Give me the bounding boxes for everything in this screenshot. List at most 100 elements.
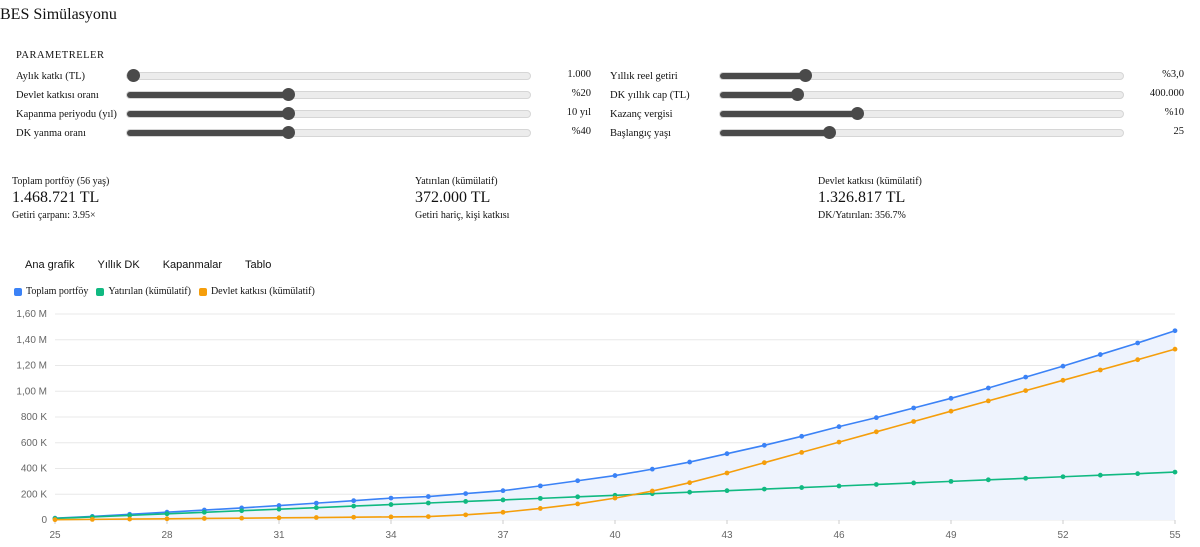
x-tick-label: 34 [385,530,397,541]
param-slider[interactable] [126,107,531,120]
point-state [799,450,805,455]
point-invested [463,499,469,504]
param-label: Başlangıç yaşı [610,127,671,139]
param-slider[interactable] [719,107,1124,120]
slider-fill [720,130,829,136]
point-invested [649,491,655,497]
point-portfolio [724,451,730,457]
point-state [201,516,207,521]
tab-main-chart[interactable]: Ana grafik [25,259,75,271]
series-line-invested [54,471,1176,520]
point-invested [612,492,618,498]
x-tick-label: 25 [49,530,61,541]
stat-label: Yatırılan (kümülatif) [415,176,498,187]
slider-thumb[interactable] [282,107,296,120]
stat-label: Toplam portföy (56 yaş) [12,176,110,187]
slider-fill [127,111,289,117]
stat-subtext: Getiri hariç, kişi katkısı [415,210,510,221]
point-state [1172,346,1178,352]
point-invested [500,497,506,503]
point-invested [1023,475,1029,481]
param-slider[interactable] [126,88,531,101]
point-portfolio [836,424,842,430]
stat-subtext: Getiri çarpanı: 3.95× [12,210,96,221]
x-tick-label: 52 [1057,530,1069,541]
point-invested [1135,471,1141,477]
slider-thumb[interactable] [282,126,296,139]
point-portfolio [612,473,618,478]
slider-thumb[interactable] [127,69,141,82]
slider-thumb[interactable] [790,88,804,101]
legend-label: Devlet katkısı (kümülatif) [210,286,315,297]
param-value: %10 [1164,107,1184,118]
point-state [649,488,655,494]
chart-tabs: Ana grafik Yıllık DK Kapanmalar Tablo [25,259,294,271]
legend-item-invested[interactable]: Yatırılan (kümülatif) [96,286,191,297]
chart-legend: Toplam portföy Yatırılan (kümülatif) Dev… [14,286,323,297]
param-row: Yıllık reel getiri [610,68,720,84]
point-portfolio [985,385,991,391]
point-state [1060,377,1066,383]
legend-item-portfolio[interactable]: Toplam portföy [14,286,88,297]
point-invested [836,483,842,489]
point-invested [873,482,879,487]
slider-thumb[interactable] [282,88,296,101]
slider-thumb[interactable] [798,69,812,82]
param-row: Kapanma periyodu (yıl) [16,106,126,122]
slider-fill [720,92,797,98]
param-label: Kazanç vergisi [610,108,673,120]
legend-swatch [14,287,22,296]
param-slider[interactable] [719,69,1124,82]
tab-yearly-dk[interactable]: Yıllık DK [97,259,140,271]
legend-label: Toplam portföy [26,286,89,297]
tab-table[interactable]: Tablo [245,259,272,271]
point-invested [537,495,543,501]
y-tick-label: 1,60 M [16,309,47,320]
stat-total-portfolio: Toplam portföy (56 yaş) 1.468.721 TL Getir… [12,176,109,221]
x-tick-label: 40 [609,530,621,541]
param-row: DK yanma oranı [16,125,126,141]
point-state [537,506,543,511]
param-label: Aylık katkı (TL) [16,70,86,82]
point-state [164,516,170,522]
point-portfolio [52,515,58,521]
slider-thumb[interactable] [822,126,836,139]
portfolio-area [55,330,1175,520]
point-portfolio [1060,363,1066,369]
y-tick-label: 800 K [21,412,47,423]
point-state [276,515,282,521]
point-portfolio [799,433,805,439]
slider-thumb[interactable] [851,107,865,120]
legend-label: Yatırılan (kümülatif) [108,286,191,297]
param-slider[interactable] [719,126,1124,139]
point-portfolio [1097,352,1103,357]
param-slider[interactable] [719,88,1124,101]
x-tick-label: 43 [721,530,733,541]
param-value: 25 [1173,126,1185,137]
point-state [463,512,469,518]
point-invested [1172,469,1178,475]
param-slider[interactable] [126,69,531,82]
point-portfolio [425,494,431,499]
point-invested [575,494,581,500]
point-invested [388,502,394,507]
slider-fill [720,111,858,117]
param-slider[interactable] [126,126,531,139]
tab-closures[interactable]: Kapanmalar [162,259,223,271]
point-portfolio [127,511,133,517]
x-tick-label: 46 [833,530,845,541]
param-value: 10 yıl [566,107,591,118]
point-portfolio [463,491,469,497]
point-state [127,516,133,522]
slider-fill [720,73,805,79]
slider-fill [127,92,289,98]
param-row: Başlangıç yaşı [610,125,720,141]
x-tick-label: 28 [161,530,173,541]
param-value: %20 [571,88,591,99]
point-invested [1097,472,1103,478]
point-invested [948,478,954,484]
y-tick-label: 1,40 M [16,335,47,346]
slider-fill [127,130,289,136]
legend-item-state[interactable]: Devlet katkısı (kümülatif) [198,286,315,297]
